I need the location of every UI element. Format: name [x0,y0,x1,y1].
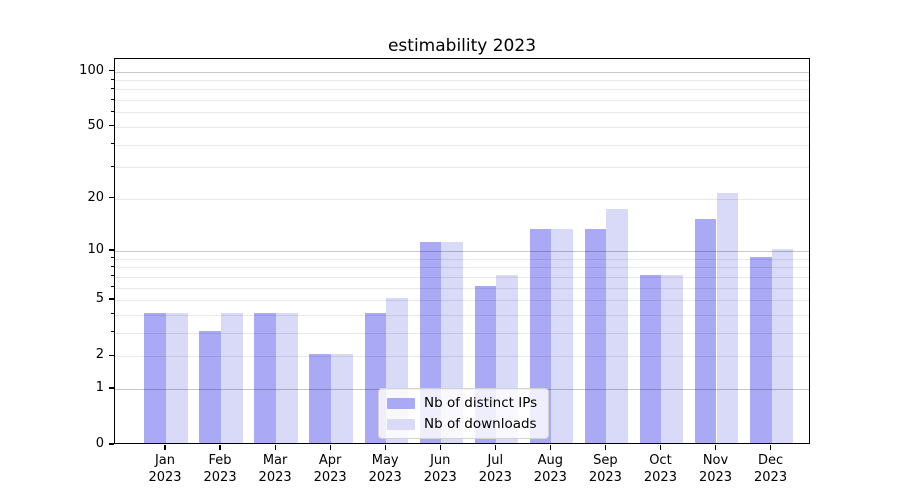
x-tick-jun [439,445,441,450]
y-tick-2 [109,354,114,356]
y-tick-100 [109,69,114,72]
x-tick-dec [769,445,772,450]
minor-gridline-8 [115,267,809,269]
legend-label-downloads: Nb of downloads [424,416,537,432]
x-tick-label-jan: Jan 2023 [148,453,182,485]
minor-gridline-70 [115,100,809,102]
bar-downloads-oct [661,274,684,443]
minor-gridline-40 [115,144,809,146]
minor-gridline-60 [115,112,809,114]
y-tick-label-100: 100 [79,62,104,78]
y-tick-1 [109,387,114,389]
x-tick-label-aug: Aug 2023 [533,453,567,485]
x-tick-label-may: May 2023 [368,453,402,485]
y-minor-tick-9 [111,257,114,259]
x-tick-label-feb: Feb 2023 [203,453,237,485]
legend-swatch-downloads [387,418,415,430]
minor-gridline-30 [115,167,809,169]
x-tick-label-jul: Jul 2023 [478,453,512,485]
x-tick-label-sep: Sep 2023 [588,453,622,485]
y-minor-tick-7 [111,275,114,277]
y-minor-tick-70 [111,98,114,100]
legend-label-distinct-ips: Nb of distinct IPs [424,395,538,411]
gridline-50 [115,126,809,128]
bar-downloads-jan [166,312,188,443]
y-tick-10 [109,249,114,251]
bar-downloads-aug [551,229,574,443]
minor-gridline-9 [115,258,809,260]
minor-gridline-7 [115,276,809,278]
x-tick-apr [329,445,331,450]
legend: Nb of distinct IPs Nb of downloads [378,388,550,439]
plot-area [114,58,810,444]
chart-title: estimability 2023 [387,36,537,56]
y-tick-20 [109,197,114,199]
y-minor-tick-80 [111,87,114,89]
x-tick-label-oct: Oct 2023 [643,453,677,485]
y-minor-tick-4 [111,313,114,315]
minor-gridline-90 [115,80,809,81]
bar-downloads-mar [276,312,298,443]
bar-downloads-apr [331,354,353,443]
x-tick-label-jun: Jun 2023 [423,453,457,485]
gridline-10 [115,251,809,252]
x-tick-jul [494,445,496,450]
y-tick-label-5: 5 [95,291,104,307]
minor-gridline-3 [115,332,809,334]
bar-ips-mar [254,312,277,443]
bar-ips-apr [309,354,332,443]
bar-ips-oct [639,274,662,443]
x-tick-jan [164,445,166,450]
bar-downloads-sep [606,209,629,443]
x-tick-aug [549,445,551,450]
y-tick-0 [109,443,114,445]
y-tick-label-0: 0 [95,436,104,451]
gridline-2 [115,356,809,358]
y-minor-tick-3 [111,331,114,333]
minor-gridline-6 [115,287,809,289]
gridline-20 [115,198,809,200]
minor-gridline-80 [115,89,809,91]
y-minor-tick-40 [111,143,114,145]
bar-downloads-feb [221,312,243,443]
bar-ips-jan [144,312,166,443]
x-tick-label-dec: Dec 2023 [754,453,788,485]
x-tick-feb [219,445,221,450]
y-tick-label-50: 50 [87,117,104,133]
legend-item-downloads: Nb of downloads [387,416,537,432]
legend-item-distinct-ips: Nb of distinct IPs [387,395,537,411]
bar-ips-feb [199,330,222,443]
y-tick-label-20: 20 [87,189,104,205]
x-tick-label-apr: Apr 2023 [313,453,347,485]
x-tick-sep [604,445,606,450]
x-tick-label-nov: Nov 2023 [698,453,733,485]
legend-swatch-distinct-ips [387,397,415,409]
x-tick-label-mar: Mar 2023 [258,453,292,485]
bar-downloads-dec [771,248,794,443]
x-tick-nov [714,445,717,450]
y-tick-label-10: 10 [87,241,104,257]
y-tick-50 [109,125,114,127]
x-tick-may [384,445,386,450]
gridline-100 [115,71,809,73]
x-tick-mar [274,445,276,450]
bar-downloads-nov [716,192,739,443]
bar-ips-dec [749,256,772,443]
y-minor-tick-30 [111,165,114,167]
minor-gridline-4 [115,314,809,316]
gridline-5 [115,300,809,301]
y-tick-label-2: 2 [95,347,104,363]
y-minor-tick-8 [111,265,114,267]
y-minor-tick-6 [111,286,114,288]
x-tick-oct [659,445,662,450]
y-minor-tick-90 [111,78,114,80]
y-tick-5 [109,298,114,300]
bar-ips-sep [584,229,607,443]
y-minor-tick-60 [111,110,114,112]
y-tick-label-1: 1 [95,379,104,395]
bar-ips-nov [694,218,717,443]
